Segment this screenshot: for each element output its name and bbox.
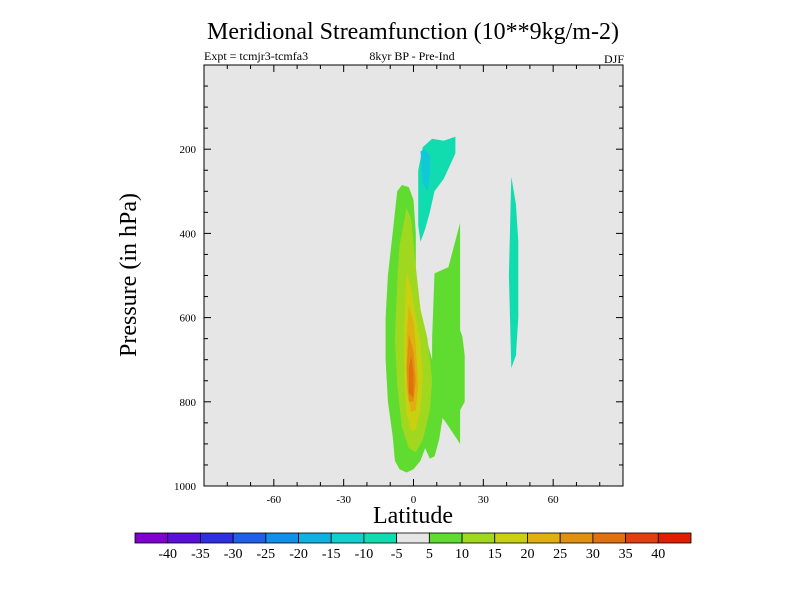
y-tick-label: 800: [180, 397, 197, 409]
colorbar-label: 25: [553, 547, 567, 562]
colorbar-swatch: [527, 532, 561, 544]
y-tick-label: 400: [180, 228, 197, 240]
colorbar-label: -20: [289, 547, 308, 562]
period-label: 8kyr BP - Pre-Ind: [369, 49, 454, 63]
colorbar-label: 20: [520, 547, 534, 562]
colorbar-swatch: [657, 532, 692, 544]
x-tick-label: 0: [411, 494, 417, 506]
y-tick-label: 600: [180, 313, 197, 325]
colorbar-label: -25: [256, 547, 275, 562]
axis-ticks: -60 -30 0 30 60 200 400 600 800 1000: [174, 65, 623, 506]
colorbar: -40 -35 -30 -25 -20 -15 -10 -5 5 10 15 20 25 30 35 40: [134, 532, 692, 562]
x-tick-label: 30: [478, 494, 490, 506]
y-tick-label: 1000: [174, 481, 197, 493]
colorbar-swatch: [167, 532, 201, 544]
x-axis-label: Latitude: [373, 503, 453, 529]
colorbar-swatch: [298, 532, 332, 544]
colorbar-swatch: [134, 532, 169, 544]
colorbar-label: -5: [391, 547, 403, 562]
colorbar-swatch: [625, 532, 659, 544]
colorbar-swatch: [494, 532, 528, 544]
contour-region-upper-cell-north: [432, 222, 461, 444]
colorbar-swatch: [232, 532, 267, 544]
colorbar-label: 15: [488, 547, 502, 562]
x-tick-label: 60: [548, 494, 560, 506]
colorbar-swatch: [461, 532, 496, 544]
colorbar-label: 40: [651, 547, 665, 562]
colorbar-label: 30: [586, 547, 600, 562]
contour-region-negative-upper-core: [420, 149, 430, 192]
colorbar-swatch: [265, 532, 299, 544]
colorbar-swatch: [396, 532, 430, 544]
contour-regions: [385, 136, 519, 473]
colorbar-label: 10: [455, 547, 469, 562]
experiment-label: Expt = tcmjr3-tcmfa3: [204, 49, 308, 63]
colorbar-swatch: [330, 532, 365, 544]
colorbar-swatch: [200, 532, 234, 544]
colorbar-swatch: [363, 532, 398, 544]
season-label: DJF: [604, 52, 624, 66]
colorbar-label: -10: [355, 547, 374, 562]
x-tick-label: -30: [336, 494, 351, 506]
y-axis-label: Pressure (in hPa): [116, 193, 142, 357]
contour-region-negative-strip-north: [508, 176, 519, 369]
colorbar-label: 5: [426, 547, 433, 562]
x-tick-label: -60: [266, 494, 281, 506]
colorbar-label: -15: [322, 547, 341, 562]
contour-region-cell-level-30: [408, 355, 414, 398]
colorbar-label: -40: [158, 547, 177, 562]
colorbar-label: -30: [224, 547, 243, 562]
chart-title: Meridional Streamfunction (10**9kg/m-2): [207, 19, 619, 45]
contour-region-small-green-strip: [457, 323, 465, 411]
y-tick-label: 200: [180, 144, 197, 156]
colorbar-swatch: [559, 532, 594, 544]
colorbar-swatch: [428, 532, 463, 544]
colorbar-swatch: [592, 532, 626, 544]
colorbar-label: -35: [191, 547, 210, 562]
colorbar-label: 35: [619, 547, 633, 562]
